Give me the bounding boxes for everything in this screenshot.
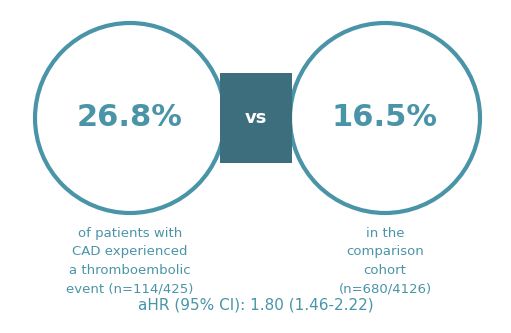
FancyBboxPatch shape	[220, 73, 292, 163]
Text: aHR (95% CI): 1.80 (1.46-2.22): aHR (95% CI): 1.80 (1.46-2.22)	[138, 297, 374, 312]
Text: in the
comparison
cohort
(n=680/4126): in the comparison cohort (n=680/4126)	[338, 227, 432, 295]
Text: of patients with
CAD experienced
a thromboembolic
event (n=114/425): of patients with CAD experienced a throm…	[66, 227, 194, 295]
Text: vs: vs	[245, 109, 267, 127]
Text: 26.8%: 26.8%	[77, 104, 183, 133]
Text: 16.5%: 16.5%	[332, 104, 438, 133]
